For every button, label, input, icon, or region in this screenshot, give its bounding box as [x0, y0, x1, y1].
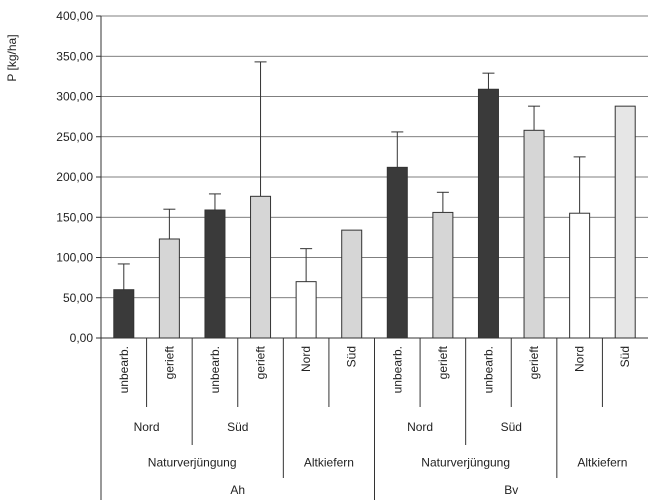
bar: [341, 229, 363, 339]
y-tick-label: 350,00: [56, 49, 93, 63]
y-tick-label: 0,00: [70, 331, 94, 345]
category-label: unbearb.: [208, 346, 222, 393]
category-label: unbearb.: [481, 346, 495, 393]
y-tick-label: 400,00: [56, 9, 93, 23]
bars: [113, 88, 636, 339]
y-tick-label: 50,00: [63, 291, 93, 305]
category-label: Nord: [299, 346, 313, 372]
category-label: Nord: [573, 346, 587, 372]
group-label-level2: Süd: [501, 420, 522, 434]
bar: [113, 289, 135, 339]
y-tick-label: 200,00: [56, 170, 93, 184]
group-label-level2: Süd: [227, 420, 248, 434]
category-label: unbearb.: [390, 346, 404, 393]
y-tick-label: 100,00: [56, 251, 93, 265]
y-tick-label: 250,00: [56, 130, 93, 144]
category-label: Süd: [345, 346, 359, 367]
gridlines: [101, 15, 648, 299]
group-label-level4: Bv: [504, 483, 518, 497]
group-label-level3: Naturverjüngung: [421, 456, 510, 470]
bar: [250, 195, 272, 339]
category-label: Süd: [618, 346, 632, 367]
bar: [569, 212, 591, 339]
bar: [432, 211, 454, 339]
bar: [204, 209, 226, 339]
y-axis-label: P [kg/ha]: [5, 34, 19, 81]
bar: [477, 88, 499, 339]
category-label: gerieft: [162, 345, 176, 379]
error-bars: [117, 61, 586, 290]
group-label-level3: Altkiefern: [577, 456, 627, 470]
group-label-level2: Nord: [407, 420, 433, 434]
category-label: gerieft: [254, 345, 268, 379]
category-label: gerieft: [527, 345, 541, 379]
group-label-level2: Nord: [134, 420, 160, 434]
y-axis-ticks: 0,00 50,00 100,00 150,00 200,00 250,00 300,00 3…: [56, 9, 101, 345]
y-tick-label: 300,00: [56, 90, 93, 104]
bar: [295, 281, 317, 339]
category-label: unbearb.: [117, 346, 131, 393]
bar: [523, 129, 545, 339]
category-labels: unbearb. gerieft unbearb. gerieft Nord Süd unb…: [117, 338, 632, 500]
bar: [158, 238, 180, 339]
y-tick-label: 150,00: [56, 210, 93, 224]
group-label-level3: Altkiefern: [304, 456, 354, 470]
group-label-level3: Naturverjüngung: [148, 456, 237, 470]
category-label: gerieft: [436, 345, 450, 379]
bar: [386, 166, 408, 339]
bar: [614, 105, 636, 339]
group-label-level4: Ah: [230, 483, 245, 497]
